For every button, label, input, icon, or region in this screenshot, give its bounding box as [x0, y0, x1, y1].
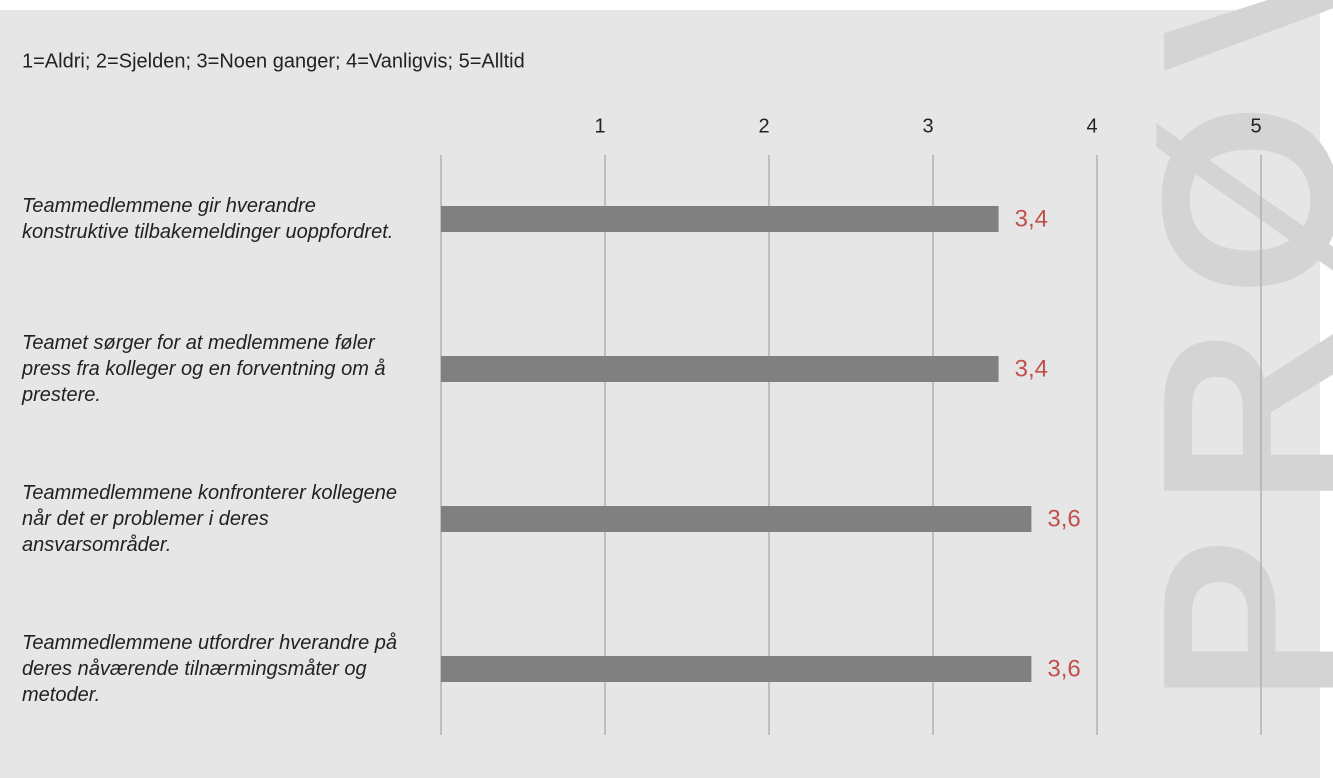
- x-tick-label: 5: [1250, 115, 1261, 137]
- value-label: 3,6: [1047, 655, 1080, 682]
- value-label: 3,4: [1015, 205, 1048, 232]
- x-tick-label: 2: [758, 115, 769, 137]
- value-label: 3,4: [1015, 355, 1048, 382]
- category-label: Teammedlemmene gir hverandre konstruktiv…: [22, 195, 394, 243]
- category-label: Teamet sørger for at medlemmene føler pr…: [22, 332, 386, 406]
- bar: [441, 656, 1032, 682]
- bar: [441, 206, 999, 232]
- bar: [441, 356, 999, 382]
- x-tick-label: 4: [1086, 115, 1097, 137]
- watermark: PRØV: [1110, 0, 1333, 704]
- x-tick-label: 1: [594, 115, 605, 137]
- value-label: 3,6: [1047, 505, 1080, 532]
- bar: [441, 506, 1032, 532]
- category-label: Teammedlemmene utfordrer hverandre på de…: [22, 632, 398, 706]
- x-tick-label: 3: [922, 115, 933, 137]
- category-label: Teammedlemmene konfronterer kollegene nå…: [22, 482, 398, 556]
- subtitle: 1=Aldri; 2=Sjelden; 3=Noen ganger; 4=Van…: [22, 50, 525, 72]
- background: [0, 10, 1320, 778]
